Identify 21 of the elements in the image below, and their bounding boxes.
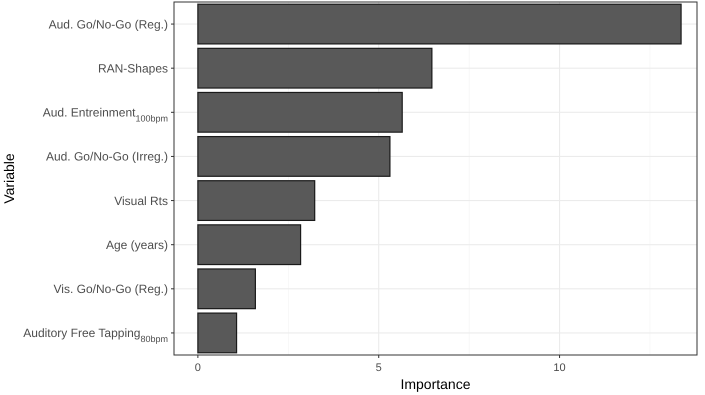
- bar: [197, 224, 302, 266]
- y-axis-title: Variable: [1, 153, 17, 204]
- x-axis-title: Importance: [400, 376, 471, 392]
- bar: [197, 92, 403, 133]
- y-tick-label: Age (years): [106, 238, 168, 252]
- bar: [197, 48, 432, 89]
- bar: [197, 4, 682, 45]
- y-tick-label: Aud. Go/No-Go (Irreg.): [46, 150, 168, 164]
- y-tick-label: Visual Rts: [114, 194, 168, 208]
- x-tick-label: 10: [553, 362, 566, 374]
- y-tick-label: Aud. Entreinment$_{100bpm}$: [42, 106, 168, 124]
- bar: [197, 180, 316, 222]
- bar: [197, 268, 256, 310]
- x-tick-label: 0: [194, 362, 201, 374]
- x-tick-label: 5: [376, 362, 382, 374]
- bar: [197, 136, 391, 177]
- y-tick-label: Auditory Free Tapping$_{80bpm}$: [23, 326, 168, 344]
- y-tick-label: Aud. Go/No-Go (Reg.): [48, 17, 168, 32]
- y-tick-label: Vis. Go/No-Go (Reg.): [54, 282, 168, 296]
- y-tick-label: RAN-Shapes: [98, 61, 168, 76]
- bar: [197, 312, 238, 354]
